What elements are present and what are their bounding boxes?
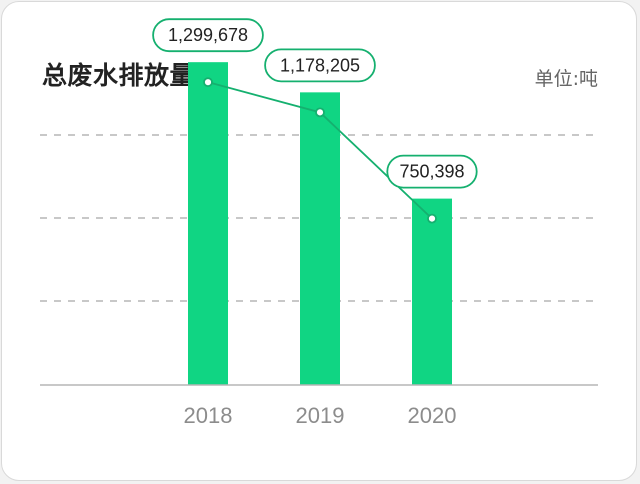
- data-labels: 1,299,678 1,178,205 750,398: [152, 18, 478, 189]
- gridlines: [40, 134, 598, 302]
- x-tick-2019: 2019: [296, 403, 345, 428]
- data-label-pill: [264, 48, 376, 83]
- data-label-text: 750,398: [399, 162, 464, 182]
- chart-title: 总废水排放量: [42, 61, 196, 90]
- data-label-pill: [152, 18, 264, 53]
- x-tick-labels: 2018 2019 2020: [184, 403, 457, 428]
- x-tick-2020: 2020: [408, 403, 457, 428]
- bar-2018: [188, 62, 228, 385]
- bar-2020: [412, 198, 452, 385]
- data-label-2018: 1,299,678: [152, 18, 264, 53]
- trend-points: [203, 77, 437, 224]
- data-label-2020: 750,398: [386, 154, 478, 189]
- unit-label: 单位:吨: [534, 68, 598, 90]
- data-label-pill: [386, 154, 478, 189]
- trend-point-2018: [203, 77, 213, 88]
- data-label-text: 1,299,678: [168, 25, 248, 45]
- bars: [188, 62, 452, 385]
- trend-point-2019: [315, 107, 325, 118]
- data-label-text: 1,178,205: [280, 55, 360, 75]
- data-label-2019: 1,178,205: [264, 48, 376, 83]
- bar-2019: [300, 92, 340, 385]
- trend-point-2020: [427, 213, 437, 224]
- x-tick-2018: 2018: [184, 403, 233, 428]
